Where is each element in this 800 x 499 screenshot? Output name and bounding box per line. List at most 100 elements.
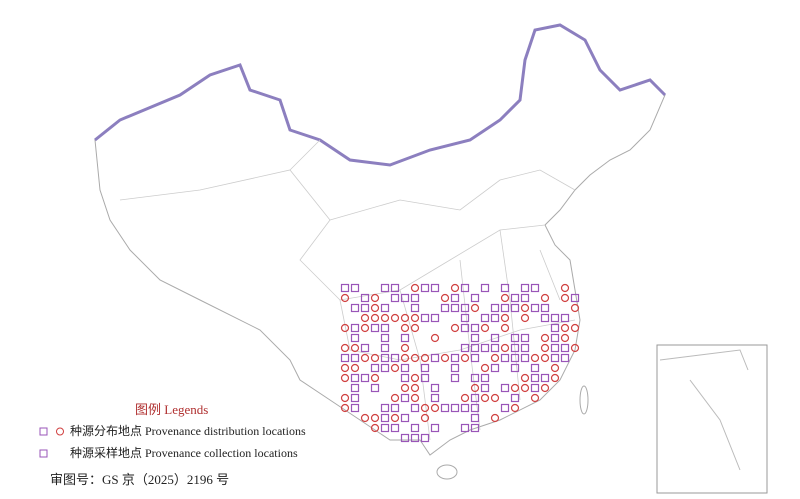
location-marker — [560, 343, 570, 353]
location-marker — [490, 303, 500, 313]
location-marker — [550, 373, 560, 383]
location-marker — [340, 343, 350, 353]
location-marker — [400, 413, 410, 423]
province-lines — [119, 139, 576, 441]
location-marker — [390, 313, 400, 323]
location-marker — [340, 353, 350, 363]
location-marker — [490, 343, 500, 353]
location-marker — [470, 333, 480, 343]
location-marker — [400, 313, 410, 323]
island — [579, 385, 589, 415]
location-marker — [460, 393, 470, 403]
location-marker — [510, 403, 520, 413]
legend-title: 图例 Legends — [135, 402, 208, 417]
location-marker — [430, 393, 440, 403]
location-marker — [370, 363, 380, 373]
location-marker — [430, 333, 440, 343]
location-marker — [420, 313, 430, 323]
location-marker — [360, 413, 370, 423]
location-marker — [400, 353, 410, 363]
location-marker — [360, 353, 370, 363]
location-marker — [550, 333, 560, 343]
location-marker — [460, 423, 470, 433]
location-marker — [390, 283, 400, 293]
location-marker — [520, 353, 530, 363]
location-marker — [480, 373, 490, 383]
location-marker — [340, 393, 350, 403]
markers — [340, 283, 580, 443]
location-marker — [450, 283, 460, 293]
location-marker — [570, 323, 580, 333]
location-marker — [450, 323, 460, 333]
location-marker — [480, 323, 490, 333]
location-marker — [350, 303, 360, 313]
location-marker — [350, 323, 360, 333]
location-marker — [460, 323, 470, 333]
location-marker — [510, 303, 520, 313]
location-marker — [570, 303, 580, 313]
inset-map — [656, 344, 768, 494]
location-marker — [570, 343, 580, 353]
location-marker — [400, 433, 410, 443]
location-marker — [470, 383, 480, 393]
location-marker — [410, 433, 420, 443]
location-marker — [390, 413, 400, 423]
legend-label: 种源分布地点 Provenance distribution locations — [70, 424, 306, 438]
location-marker — [490, 313, 500, 323]
location-marker — [440, 303, 450, 313]
location-marker — [500, 303, 510, 313]
location-marker — [510, 393, 520, 403]
location-marker — [370, 353, 380, 363]
location-marker — [530, 383, 540, 393]
legend-label: 种源采样地点 Provenance collection locations — [70, 445, 298, 460]
location-marker — [350, 373, 360, 383]
location-marker — [450, 373, 460, 383]
location-marker — [550, 313, 560, 323]
location-marker — [360, 323, 370, 333]
location-marker — [480, 283, 490, 293]
location-marker — [410, 383, 420, 393]
location-marker — [460, 403, 470, 413]
location-marker — [530, 363, 540, 373]
location-marker — [560, 323, 570, 333]
location-marker — [430, 403, 440, 413]
location-marker — [360, 373, 370, 383]
location-marker — [540, 303, 550, 313]
location-marker — [530, 373, 540, 383]
location-marker — [470, 303, 480, 313]
location-marker — [510, 353, 520, 363]
location-marker — [520, 293, 530, 303]
location-marker — [410, 323, 420, 333]
location-marker — [540, 373, 550, 383]
location-marker — [350, 403, 360, 413]
location-marker — [370, 293, 380, 303]
location-marker — [520, 283, 530, 293]
location-marker — [530, 353, 540, 363]
location-marker — [420, 373, 430, 383]
island — [436, 464, 458, 480]
location-marker — [430, 383, 440, 393]
location-marker — [400, 343, 410, 353]
location-marker — [390, 363, 400, 373]
location-marker — [550, 363, 560, 373]
location-marker — [380, 313, 390, 323]
location-marker — [560, 283, 570, 293]
location-marker — [490, 353, 500, 363]
location-marker — [510, 333, 520, 343]
location-marker — [380, 283, 390, 293]
legend-square — [39, 427, 48, 436]
location-marker — [390, 353, 400, 363]
location-marker — [500, 343, 510, 353]
location-marker — [380, 413, 390, 423]
location-marker — [400, 293, 410, 303]
location-marker — [510, 383, 520, 393]
location-marker — [380, 323, 390, 333]
location-marker — [490, 413, 500, 423]
location-marker — [540, 383, 550, 393]
location-marker — [360, 293, 370, 303]
location-marker — [400, 373, 410, 383]
location-marker — [440, 353, 450, 363]
location-marker — [360, 313, 370, 323]
location-marker — [410, 393, 420, 403]
